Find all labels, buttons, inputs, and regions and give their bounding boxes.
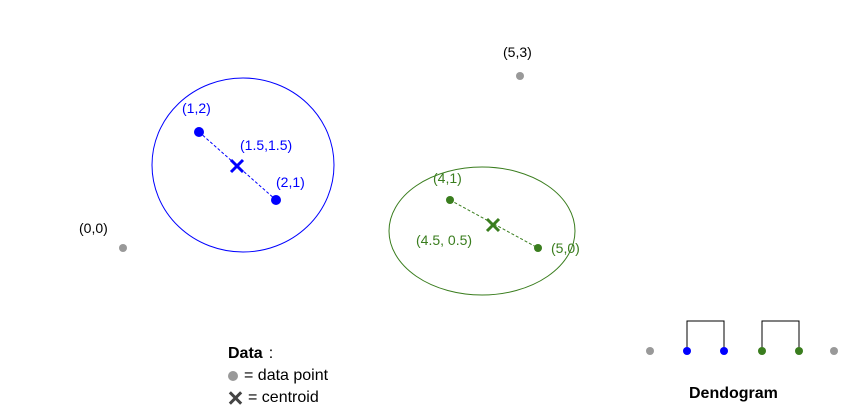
data-point-4-1	[446, 196, 454, 204]
data-point-label-5-0: (5,0)	[551, 240, 580, 256]
blue-centroid-marker	[229, 158, 245, 174]
data-point-label-1-2: (1,2)	[182, 100, 211, 116]
dendrogram-merge-blue	[686, 320, 725, 351]
data-point-5-0	[534, 244, 542, 252]
legend-data-point-label: = data point	[244, 367, 329, 384]
dendrogram-leaf-3	[720, 347, 728, 355]
data-point-label-0-0: (0,0)	[79, 220, 108, 236]
legend-title: Data	[228, 345, 263, 362]
data-point-2-1	[271, 195, 281, 205]
data-point-label-5-3: (5,3)	[503, 44, 532, 60]
data-point-5-3	[516, 72, 524, 80]
legend: Data: = data point = centroid	[228, 343, 328, 409]
green-cluster-boundary	[388, 166, 576, 296]
legend-centroid-label: = centroid	[248, 389, 319, 406]
centroid-icon	[228, 391, 242, 405]
legend-title-row: Data:	[228, 343, 328, 365]
centroid-label-green: (4.5, 0.5)	[416, 232, 472, 248]
dendrogram-leaf-5	[795, 347, 803, 355]
data-point-label-2-1: (2,1)	[276, 174, 305, 190]
data-point-0-0	[119, 244, 127, 252]
data-point-label-4-1: (4,1)	[433, 170, 462, 186]
dendrogram-leaf-2	[683, 347, 691, 355]
data-point-icon	[228, 371, 238, 381]
centroid-label-blue: (1.5,1.5)	[240, 137, 292, 153]
dendrogram-merge-green	[761, 320, 800, 351]
dendrogram-leaf-6	[830, 347, 838, 355]
dendrogram-label: Dendogram	[689, 385, 778, 402]
dendrogram-leaf-4	[758, 347, 766, 355]
dendrogram-leaf-1	[646, 347, 654, 355]
legend-centroid-row: = centroid	[228, 387, 328, 409]
dendrogram	[646, 320, 838, 355]
data-point-1-2	[194, 127, 204, 137]
blue-cluster-boundary	[151, 77, 335, 253]
legend-data-point-row: = data point	[228, 365, 328, 387]
green-centroid-marker	[485, 217, 501, 233]
legend-title-colon: :	[268, 345, 274, 362]
